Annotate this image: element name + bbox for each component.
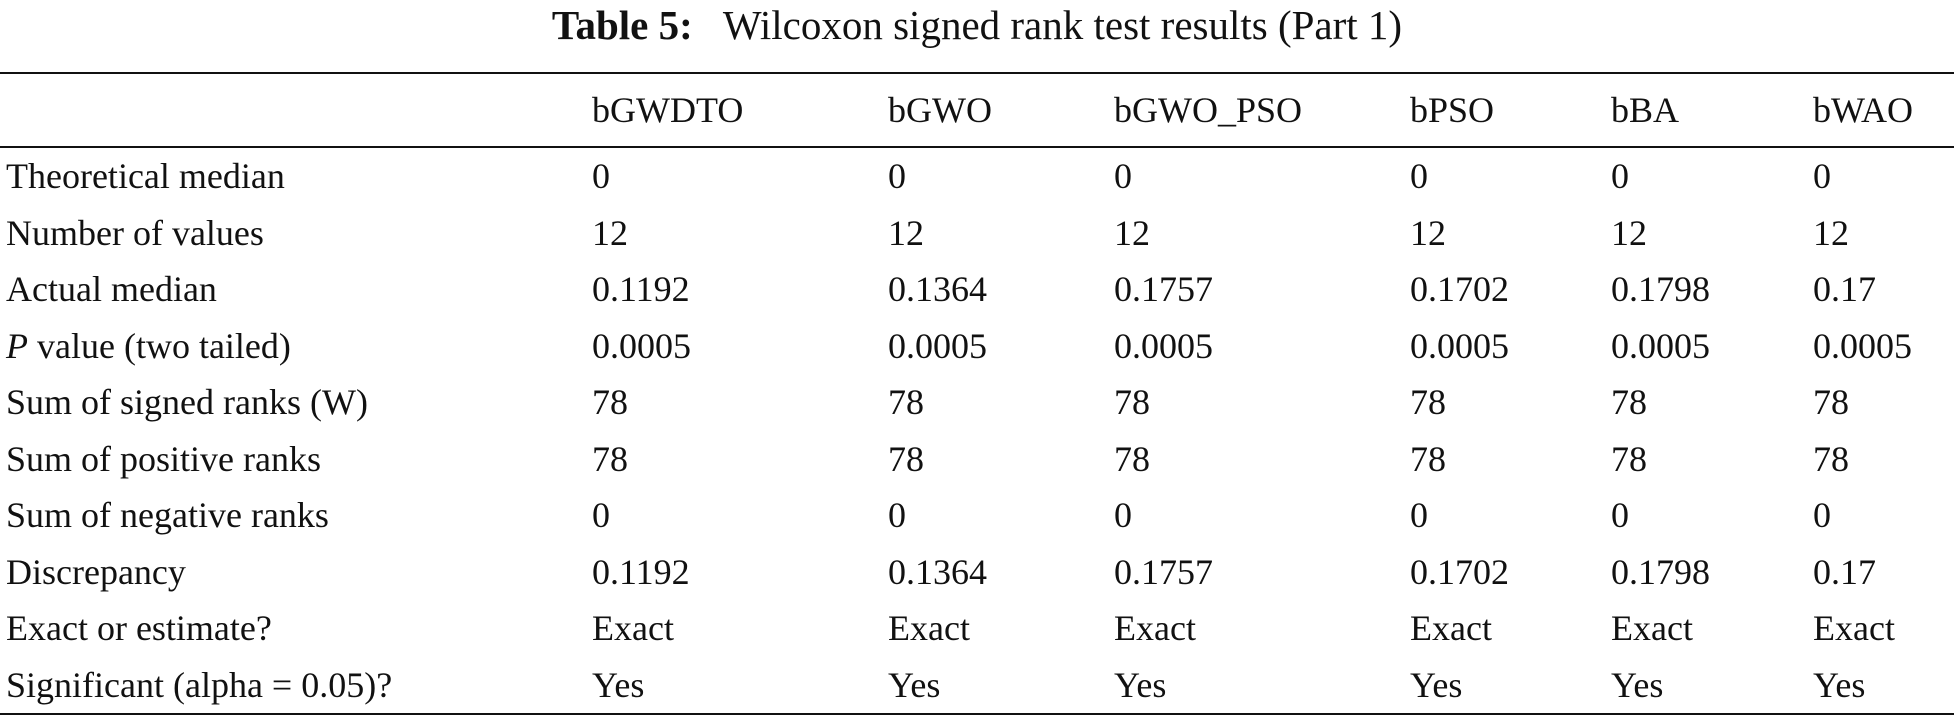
table-cell: 78 xyxy=(1611,382,1647,422)
column-header: bGWO xyxy=(888,90,992,130)
table-cell: 0.17 xyxy=(1813,551,1876,592)
table-caption-text: Wilcoxon signed rank test results (Part … xyxy=(722,2,1403,48)
table-cell: 0.0005 xyxy=(1410,325,1509,366)
table-cell: 78 xyxy=(1114,438,1150,479)
row-label: Sum of signed ranks (W) xyxy=(6,382,368,422)
table-cell: 0.1798 xyxy=(1611,551,1710,592)
table-cell: 0 xyxy=(1410,495,1428,535)
row-label: Actual median xyxy=(6,269,217,309)
column-header: bPSO xyxy=(1410,90,1495,130)
table-row: Theoretical median 0 0 0 0 0 0 xyxy=(0,147,1954,205)
table-cell: Exact xyxy=(1114,608,1196,648)
table-header-row: bGWDTO bGWO bGWO_PSO bPSO bBA bWAO xyxy=(0,73,1954,147)
table-cell: 0.1702 xyxy=(1410,551,1509,592)
table-caption: Table 5: Wilcoxon signed rank test resul… xyxy=(0,0,1954,62)
table-cell: Yes xyxy=(888,664,941,705)
table-cell: Exact xyxy=(888,608,970,648)
table-cell: 12 xyxy=(1813,212,1849,253)
table-row: P value (two tailed) 0.0005 0.0005 0.000… xyxy=(0,318,1954,375)
table-cell: 0 xyxy=(592,495,610,535)
table-row: Discrepancy 0.1192 0.1364 0.1757 0.1702 … xyxy=(0,544,1954,601)
table-cell: 78 xyxy=(1813,382,1849,422)
table-cell: 0.0005 xyxy=(1813,325,1912,366)
table-cell: 0.0005 xyxy=(1611,325,1710,366)
table-cell: 0 xyxy=(888,156,906,196)
table-cell: 0.1364 xyxy=(888,269,987,309)
table-cell: 78 xyxy=(1410,382,1446,422)
table-cell: Yes xyxy=(1410,664,1463,705)
table-cell: 78 xyxy=(888,382,924,422)
column-header: bGWDTO xyxy=(592,90,744,130)
column-header: bWAO xyxy=(1813,90,1913,130)
table-cell: 0.0005 xyxy=(888,325,987,366)
table-row: Sum of positive ranks 78 78 78 78 78 78 xyxy=(0,431,1954,488)
table-cell: 0 xyxy=(888,495,906,535)
table-cell: 78 xyxy=(888,438,924,479)
table-cell: 0.0005 xyxy=(1114,325,1213,366)
table-cell: 78 xyxy=(592,438,628,479)
table-cell: Exact xyxy=(592,608,674,648)
row-label: Exact or estimate? xyxy=(6,608,272,648)
table-cell: Exact xyxy=(1813,608,1895,648)
table-row: Actual median 0.1192 0.1364 0.1757 0.170… xyxy=(0,261,1954,318)
table-cell: Yes xyxy=(1813,664,1866,705)
table-cell: 0 xyxy=(1611,156,1629,196)
table-row: Number of values 12 12 12 12 12 12 xyxy=(0,205,1954,262)
row-label: Number of values xyxy=(6,212,264,253)
column-header: bBA xyxy=(1611,90,1680,130)
row-label-italic: P xyxy=(6,325,28,366)
table-cell: Yes xyxy=(1114,664,1167,705)
row-label: Discrepancy xyxy=(6,551,186,592)
header-corner xyxy=(0,73,592,147)
table-row: Exact or estimate? Exact Exact Exact Exa… xyxy=(0,600,1954,657)
table-cell: 0 xyxy=(1114,495,1132,535)
table-cell: 0.1192 xyxy=(592,269,690,309)
table-row: Significant (alpha = 0.05)? Yes Yes Yes … xyxy=(0,657,1954,714)
table-cell: 78 xyxy=(592,382,628,422)
table-cell: 78 xyxy=(1611,438,1647,479)
table-cell: 78 xyxy=(1813,438,1849,479)
table-cell: 0.0005 xyxy=(592,325,691,366)
column-header: bGWO_PSO xyxy=(1114,90,1303,130)
wilcoxon-results-table: bGWDTO bGWO bGWO_PSO bPSO bBA bWAO Theor… xyxy=(0,72,1954,715)
table-cell: 0.1364 xyxy=(888,551,987,592)
table-cell: Yes xyxy=(592,664,645,705)
table-row: Sum of signed ranks (W) 78 78 78 78 78 7… xyxy=(0,374,1954,431)
row-label-text: value (two tailed) xyxy=(37,325,291,366)
table-cell: 12 xyxy=(1410,212,1446,253)
table-cell: 0 xyxy=(592,156,610,196)
table-cell: 0.1757 xyxy=(1114,269,1213,309)
table-caption-label: Table 5: xyxy=(551,2,693,48)
table-cell: 78 xyxy=(1410,438,1446,479)
row-label: Sum of negative ranks xyxy=(6,495,329,535)
table-cell: 12 xyxy=(1611,212,1647,253)
table-cell: 0 xyxy=(1813,156,1831,196)
table-cell: 0 xyxy=(1410,156,1428,196)
table-cell: 12 xyxy=(888,212,924,253)
table-cell: 0.1702 xyxy=(1410,269,1509,309)
table-cell: 12 xyxy=(1114,212,1150,253)
table-cell: Exact xyxy=(1611,608,1693,648)
table-row: Sum of negative ranks 0 0 0 0 0 0 xyxy=(0,487,1954,544)
table-cell: 12 xyxy=(592,212,628,253)
table-cell: Exact xyxy=(1410,608,1492,648)
row-label: Significant (alpha = 0.05)? xyxy=(6,664,393,705)
row-label: Sum of positive ranks xyxy=(6,438,321,479)
row-label: Theoretical median xyxy=(6,156,285,196)
table-cell: 0.1798 xyxy=(1611,269,1710,309)
table-cell: 0 xyxy=(1611,495,1629,535)
table-cell: 0 xyxy=(1813,495,1831,535)
table-cell: 0 xyxy=(1114,156,1132,196)
table-cell: 0.17 xyxy=(1813,269,1876,309)
table-caption-spacer xyxy=(703,2,723,48)
table-cell: 78 xyxy=(1114,382,1150,422)
table-cell: 0.1757 xyxy=(1114,551,1213,592)
results-table-container: bGWDTO bGWO bGWO_PSO bPSO bBA bWAO Theor… xyxy=(0,72,1954,715)
row-label: P value (two tailed) xyxy=(0,318,592,375)
table-cell: 0.1192 xyxy=(592,551,690,592)
table-cell: Yes xyxy=(1611,664,1664,705)
